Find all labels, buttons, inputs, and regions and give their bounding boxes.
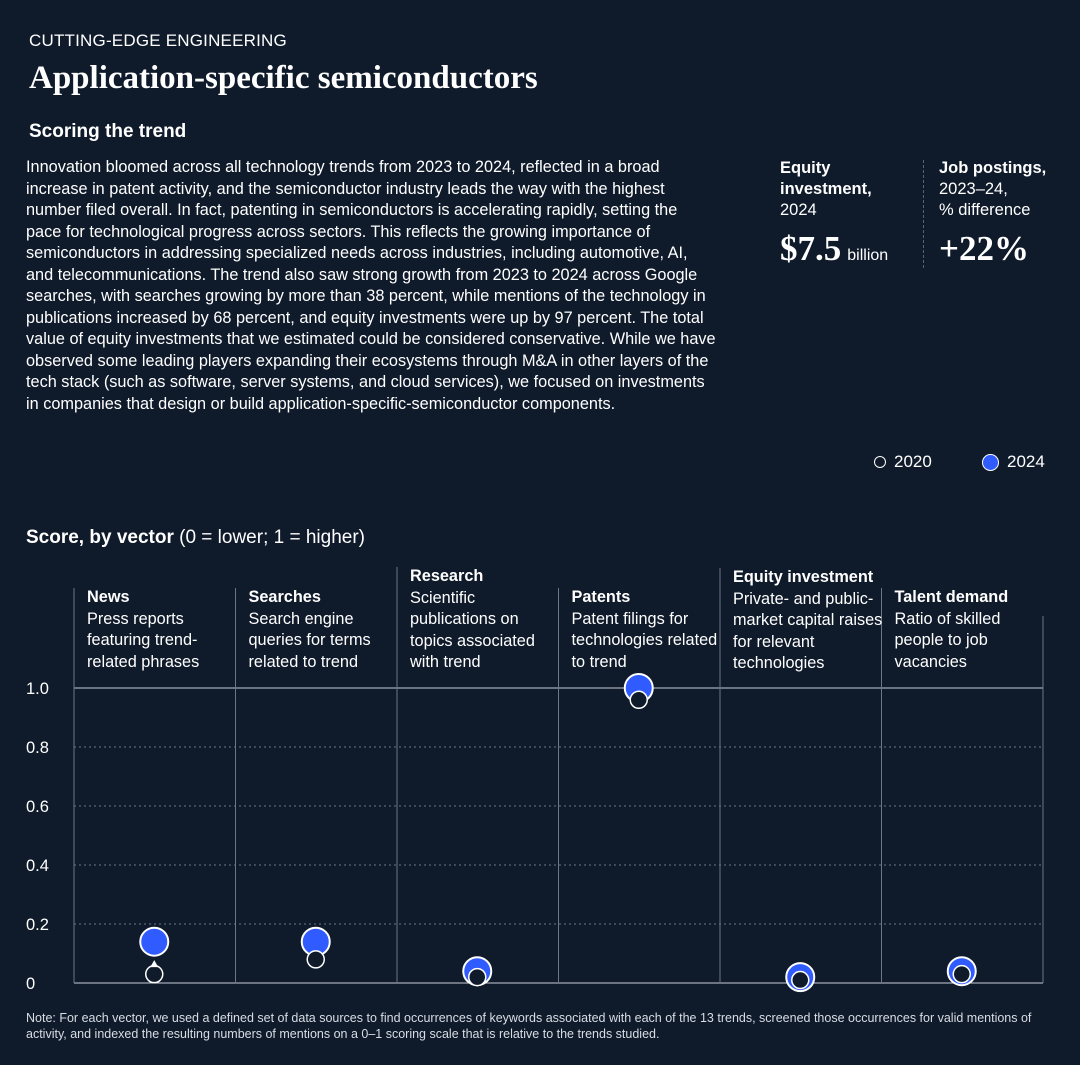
y-tick-label-0.2: 0.2 [26,916,49,934]
point-2020-patents [629,690,648,710]
vector-description: Scientific publications on topics associ… [410,588,535,672]
y-tick-label-0: 0 [26,975,35,993]
vector-description: Private- and public-market capital raise… [733,589,883,673]
vector-name: Talent demand [894,588,1009,606]
stat-equity-value: $7.5 billion [780,229,889,268]
vector-name: Research [410,567,484,585]
point-2020-talent-demand [952,964,971,984]
vector-label-news: News Press reports featuring trend-relate… [87,587,237,673]
vector-name: Patents [571,588,631,606]
legend-2024: 2024 [982,452,1045,472]
point-2024-news [139,926,170,957]
y-tick-label-1.0: 1.0 [26,680,49,698]
vector-name: News [87,588,130,606]
stat-jobs-label: Job postings, 2023–24, % difference [939,159,1047,219]
point-2020-research [468,967,487,987]
vector-name: Equity investment [733,568,874,586]
legend-2020: 2020 [874,452,932,472]
vector-description: Press reports featuring trend-related ph… [87,609,200,671]
legend-label-2020: 2020 [894,452,932,471]
y-tick-label-0.6: 0.6 [26,798,49,816]
stat-equity-investment: Equity investment, 2024 $7.5 billion [780,158,888,269]
vector-label-patents: Patents Patent filings for technologies r… [572,587,722,673]
legend-label-2024: 2024 [1007,452,1045,471]
point-2020-news [145,964,164,984]
page-title: Application-specific semiconductors [29,60,538,96]
vector-description: Patent filings for technologies related … [571,609,718,671]
stat-divider [923,160,924,268]
vector-label-equity-investment: Equity investment Private- and public-mar… [733,567,883,675]
point-2020-searches [306,950,325,969]
body-paragraph: Innovation bloomed across all technology… [26,158,716,413]
stat-job-postings: Job postings, 2023–24, % difference +22% [939,158,1046,269]
vector-name: Searches [248,588,321,606]
vector-description: Ratio of skilled people to job vacancies [894,609,1001,671]
vector-label-searches: Searches Search engine queries for terms … [249,587,399,673]
point-2020-equity-investment [791,970,810,990]
y-tick-label-0.8: 0.8 [26,739,49,757]
y-tick-label-0.4: 0.4 [26,857,49,875]
stat-equity-label: Equity investment, 2024 [780,159,872,219]
section-subtitle: Scoring the trend [29,121,187,142]
eyebrow: CUTTING-EDGE ENGINEERING [29,31,287,50]
vector-label-talent-demand: Talent demand Ratio of skilled people to … [895,587,1045,673]
stat-jobs-value: +22% [939,229,1029,268]
footnote: Note: For each vector, we used a defined… [26,1011,1032,1041]
legend-dot-2020-icon [874,456,886,468]
change-arrow-news [150,960,159,968]
legend-dot-2024-icon [982,453,999,471]
vector-description: Search engine queries for terms related … [248,609,371,671]
chart-title: Score, by vector (0 = lower; 1 = higher) [26,527,365,548]
vector-label-research: Research Scientific publications on topic… [410,566,560,674]
